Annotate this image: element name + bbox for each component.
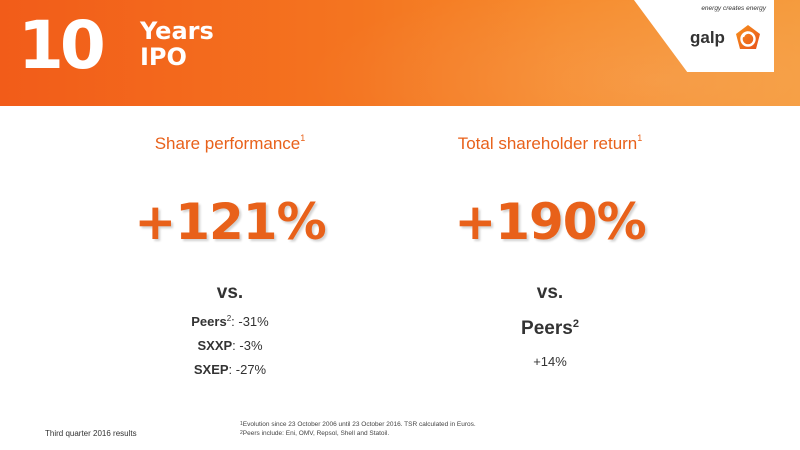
- share-performance-value: +121%: [134, 193, 326, 251]
- shareholder-return-heading: Total shareholder return1: [410, 133, 690, 154]
- shareholder-return-column: Total shareholder return1 +190% vs. Peer…: [410, 0, 690, 450]
- footnote-1: 1Evolution since 23 October 2006 until 2…: [240, 420, 476, 429]
- share-performance-column: Share performance1 +121% vs. Peers2: -31…: [90, 0, 370, 450]
- footnote-text: Evolution since 23 October 2006 until 23…: [242, 421, 476, 428]
- comparison-label: SXEP: [193, 362, 229, 377]
- footnote-marker: 1: [240, 421, 243, 427]
- comparison-label: Peers: [191, 314, 227, 329]
- peers-footnote-ref: 2: [572, 318, 579, 330]
- footer-report-label: Third quarter 2016 results: [45, 429, 137, 438]
- shareholder-return-value: +190%: [454, 193, 646, 251]
- comparison-value: : -27%: [228, 362, 267, 377]
- footnote-marker: 2: [240, 430, 243, 436]
- shareholder-return-footnote-ref: 1: [637, 133, 643, 143]
- comparison-peers: Peers2: -31%: [90, 314, 370, 329]
- comparison-label: SXXP: [197, 338, 233, 353]
- footnote-text: Peers include: Eni, OMV, Repsol, Shell a…: [242, 430, 390, 437]
- caption-line-ipo: IPO: [140, 43, 187, 71]
- galp-logo-icon: [736, 25, 760, 49]
- comparison-value: : -3%: [232, 338, 263, 353]
- anniversary-caption: Years IPO: [140, 18, 214, 70]
- share-performance-footnote-ref: 1: [300, 133, 306, 143]
- comparison-value: : -31%: [231, 314, 269, 329]
- share-performance-heading: Share performance1: [90, 133, 370, 154]
- shareholder-return-vs: vs.: [536, 282, 564, 303]
- logo-wordmark: galp: [690, 28, 725, 47]
- footnote-2: 2Peers include: Eni, OMV, Repsol, Shell …: [240, 429, 476, 438]
- share-performance-vs: vs.: [216, 282, 244, 303]
- anniversary-number: 10: [18, 7, 106, 84]
- logo-tagline: energy creates energy: [701, 5, 766, 12]
- shareholder-return-heading-text: Total shareholder return: [457, 134, 638, 153]
- share-performance-heading-text: Share performance: [154, 134, 301, 153]
- comparison-sxep: SXEP: -27%: [90, 362, 370, 377]
- footnotes: 1Evolution since 23 October 2006 until 2…: [240, 420, 476, 438]
- comparison-footnote-ref: 2: [226, 314, 232, 323]
- shareholder-return-peers-value: +14%: [533, 354, 567, 369]
- comparison-sxxp: SXXP: -3%: [90, 338, 370, 353]
- shareholder-return-peers-label: Peers2: [410, 318, 690, 340]
- caption-line-years: Years: [140, 17, 214, 45]
- peers-label-text: Peers: [521, 318, 573, 339]
